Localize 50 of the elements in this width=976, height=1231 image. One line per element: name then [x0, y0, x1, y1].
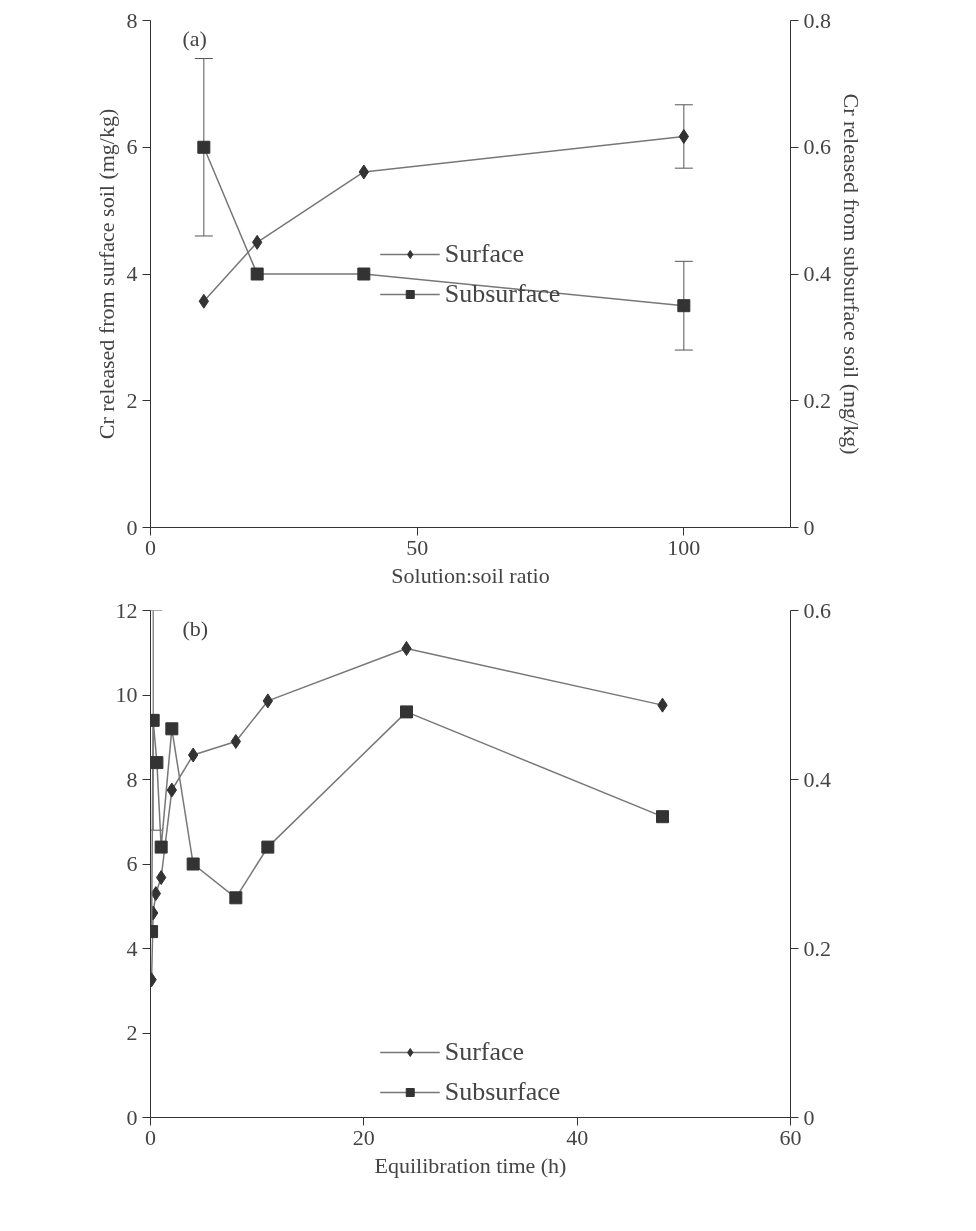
x-tick-label: 0 [145, 534, 156, 560]
y-tick-label: 4 [126, 935, 138, 961]
annotation: (b) [182, 615, 209, 641]
y2-tick-label: 0.4 [803, 261, 831, 286]
point [229, 891, 243, 905]
x-tick-label: 20 [352, 1124, 375, 1150]
y-tick-label: 6 [126, 851, 138, 876]
x-tick-label: 0 [145, 1124, 156, 1150]
y-axis-title: Cr released from surface soil (mg/kg) [93, 108, 119, 440]
x-tick-label: 100 [667, 534, 701, 560]
point [197, 140, 211, 154]
y2-tick-label: 0 [803, 514, 815, 540]
y2-tick-label: 0.6 [803, 134, 831, 160]
point [154, 840, 168, 854]
point [150, 756, 164, 770]
y-tick-label: 8 [126, 766, 138, 792]
x-axis-title: Equilibration time (h) [374, 1152, 567, 1178]
point [250, 267, 264, 281]
y2-tick-label: 0.8 [803, 7, 831, 33]
y-tick-label: 2 [126, 1020, 138, 1045]
point [261, 840, 275, 854]
point [400, 705, 413, 719]
y2-axis-title: Cr released from subsurface soil (mg/kg) [839, 93, 864, 455]
y-tick-label: 4 [126, 261, 138, 286]
y-tick-label: 6 [126, 134, 138, 160]
legend-label: Subsurface [444, 278, 561, 309]
legend-label: Surface [444, 238, 525, 269]
point [165, 722, 179, 736]
y2-tick-label: 0.2 [803, 387, 831, 413]
x-tick-label: 40 [566, 1124, 589, 1150]
point [656, 810, 669, 824]
x-axis-title: Solution:soil ratio [391, 562, 550, 588]
y2-tick-label: 0.4 [803, 766, 831, 792]
y2-tick-label: 0.2 [803, 935, 831, 961]
point [677, 299, 691, 313]
y2-tick-label: 0.6 [803, 597, 831, 623]
y-tick-label: 12 [115, 597, 138, 623]
y-tick-label: 2 [126, 387, 138, 413]
point [186, 857, 200, 871]
y-tick-label: 10 [115, 682, 138, 707]
y-tick-label: 0 [126, 514, 138, 540]
y2-tick-label: 0 [803, 1104, 815, 1130]
y-tick-label: 8 [126, 7, 138, 33]
point [357, 267, 371, 281]
annotation: (a) [182, 25, 207, 51]
y-tick-label: 0 [126, 1104, 138, 1130]
legend-label: Surface [444, 1037, 525, 1067]
x-tick-label: 50 [406, 534, 429, 560]
x-tick-label: 60 [779, 1124, 802, 1150]
legend-label: Subsurface [444, 1077, 561, 1107]
